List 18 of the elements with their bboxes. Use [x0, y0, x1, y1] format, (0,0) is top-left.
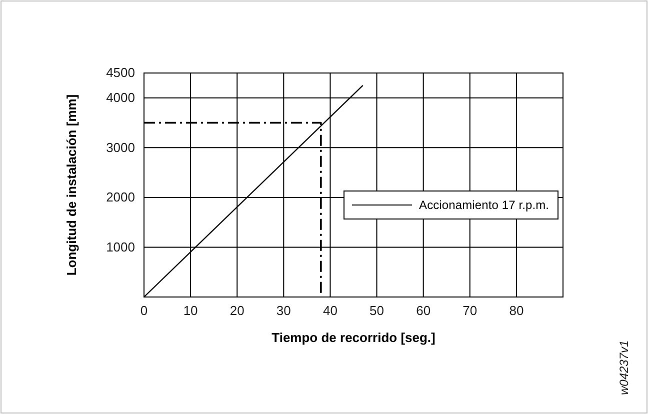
x-tick-label: 80 [509, 303, 524, 318]
y-tick-label: 1000 [106, 239, 135, 254]
x-tick-label: 60 [416, 303, 431, 318]
y-tick-label: 4000 [106, 90, 135, 106]
x-tick-label: 0 [140, 303, 148, 318]
text: w04237v1 [617, 340, 631, 395]
y-tick-label: 4500 [106, 65, 135, 80]
x-tick-label: 40 [322, 303, 338, 318]
x-tick-label: 30 [276, 303, 291, 318]
y-axis-title: Longitud de instalación [mm] [64, 94, 79, 276]
y-tick-label: 2000 [106, 190, 135, 205]
legend-label: Accionamiento 17 r.p.m. [419, 198, 549, 212]
y-tick-label: 3000 [106, 140, 135, 155]
x-tick-label: 20 [230, 303, 244, 318]
x-axis-title: Tiempo de recorrido [seg.] [272, 330, 436, 345]
x-tick-label: 50 [370, 303, 384, 318]
x-tick-label: 70 [462, 303, 478, 318]
x-tick-label: 10 [183, 303, 198, 318]
